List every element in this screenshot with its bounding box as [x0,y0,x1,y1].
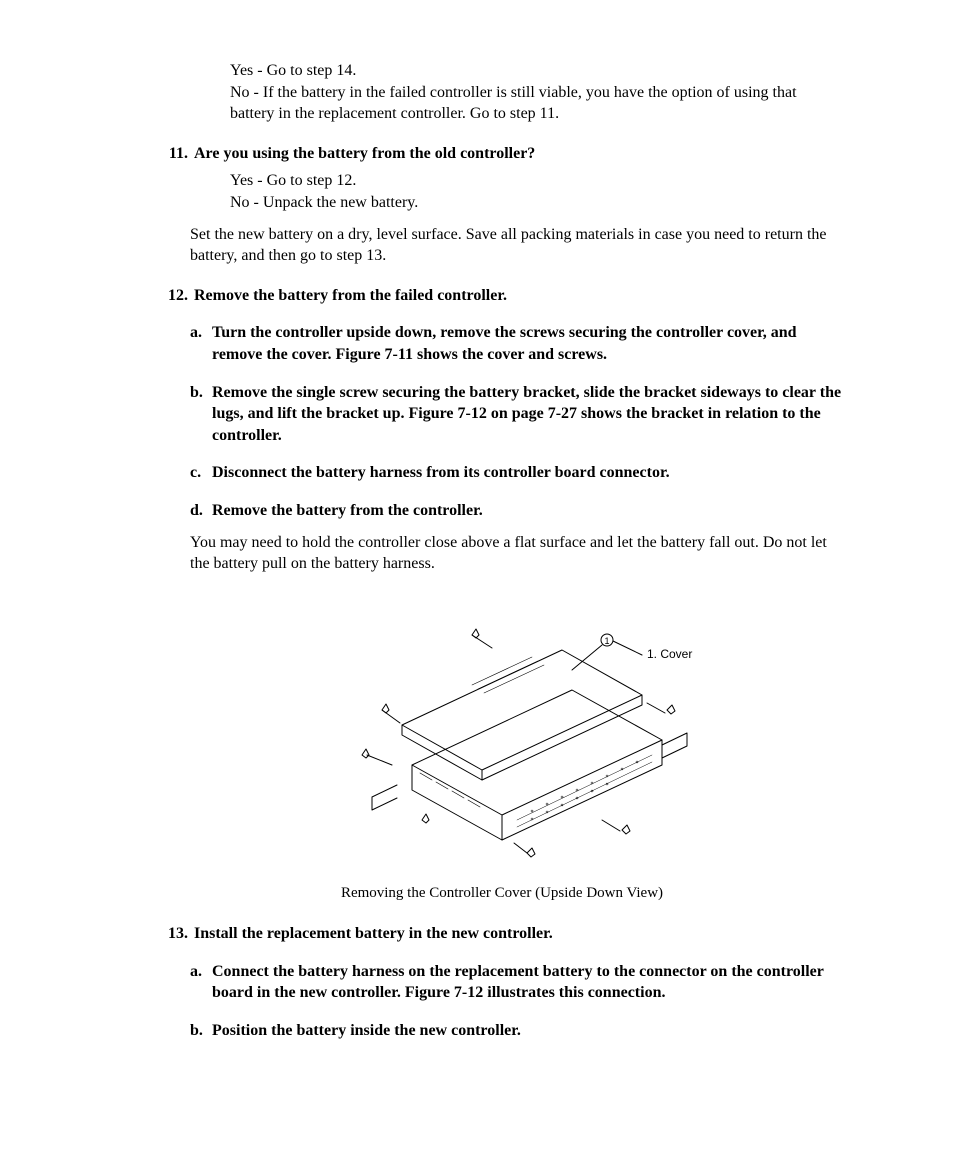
svg-text:1: 1 [604,636,609,646]
step-11-yes: Yes - Go to step 12. [230,170,844,192]
step-12b: b. Remove the single screw securing the … [190,382,844,447]
step-12: 12. Remove the battery from the failed c… [160,285,844,307]
figure-caption: Removing the Controller Cover (Upside Do… [160,883,844,903]
step-13a-number: a. [190,961,206,1004]
step-11-title: Are you using the battery from the old c… [194,143,844,165]
step-13b-text: Position the battery inside the new cont… [212,1020,844,1042]
step-12c: c. Disconnect the battery harness from i… [190,462,844,484]
step-12d-text: Remove the battery from the controller. [212,500,844,522]
step-12a-number: a. [190,322,206,365]
step-13-number: 13. [160,923,188,945]
step-11-number: 11. [160,143,188,165]
intro-yes: Yes - Go to step 14. [230,60,844,82]
step-12-number: 12. [160,285,188,307]
step-12a: a. Turn the controller upside down, remo… [190,322,844,365]
intro-no: No - If the battery in the failed contro… [230,82,844,125]
step-13b-number: b. [190,1020,206,1042]
step-11-no: No - Unpack the new battery. [230,192,844,214]
step-12c-text: Disconnect the battery harness from its … [212,462,844,484]
step-12a-text: Turn the controller upside down, remove … [212,322,844,365]
step-12b-number: b. [190,382,206,447]
step-13a: a. Connect the battery harness on the re… [190,961,844,1004]
step-12b-text: Remove the single screw securing the bat… [212,382,844,447]
figure-7-11: 1 1. Cover Removing the Contro [160,615,844,903]
step-12d-number: d. [190,500,206,522]
step-11: 11. Are you using the battery from the o… [160,143,844,165]
step-12-after: You may need to hold the controller clos… [190,532,844,575]
step-13a-text: Connect the battery harness on the repla… [212,961,844,1004]
figure-cover-label: 1. Cover [647,647,692,661]
step-13-title: Install the replacement battery in the n… [194,923,844,945]
controller-cover-diagram: 1 1. Cover [302,615,702,865]
step-13b: b. Position the battery inside the new c… [190,1020,844,1042]
step-13: 13. Install the replacement battery in t… [160,923,844,945]
step-12d: d. Remove the battery from the controlle… [190,500,844,522]
step-11-after: Set the new battery on a dry, level surf… [190,224,844,267]
step-12-title: Remove the battery from the failed contr… [194,285,844,307]
step-12c-number: c. [190,462,206,484]
